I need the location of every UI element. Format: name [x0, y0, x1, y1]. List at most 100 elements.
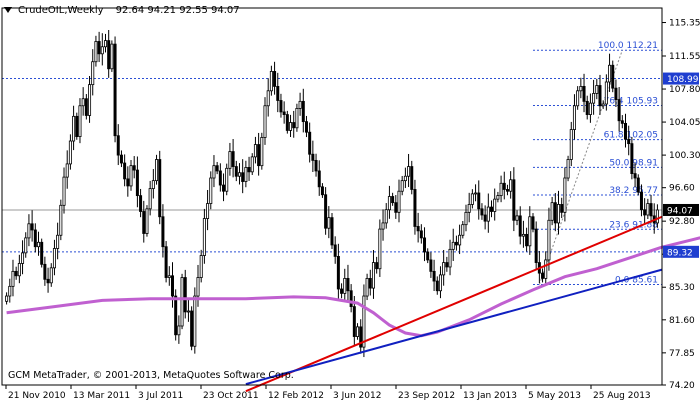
candle-body [253, 144, 257, 158]
candle-body [595, 85, 599, 94]
candle-body [75, 115, 79, 138]
candle-body [116, 135, 120, 156]
candle-body [340, 288, 344, 294]
candle-body [553, 202, 557, 224]
x-tick-label: 25 Aug 2013 [593, 391, 651, 401]
x-tick-label: 12 Feb 2012 [268, 391, 324, 401]
candle-body [301, 100, 305, 123]
copyright-notice: GCM MetaTrader, © 2001-2013, MetaQuotes … [8, 370, 294, 381]
candle-body [27, 223, 31, 239]
candle-body [330, 217, 334, 246]
candle-body [356, 326, 360, 337]
candle-body [269, 71, 273, 92]
candle-body [241, 172, 245, 182]
candle-body [572, 105, 576, 130]
candle-body [180, 277, 184, 327]
candle-body [234, 166, 238, 177]
candle-body [598, 85, 602, 107]
candle-body [311, 153, 315, 161]
candle-body [72, 115, 76, 142]
candle-body [499, 182, 503, 197]
candle-body [416, 226, 420, 232]
candle-body [282, 111, 286, 115]
candle-body [8, 285, 12, 297]
candle-body [174, 295, 178, 336]
candle-body [608, 64, 612, 83]
candle-body [139, 195, 143, 212]
candle-body [448, 248, 452, 268]
red-trendline[interactable] [245, 215, 663, 393]
candle-body [528, 216, 532, 247]
candle-body [423, 237, 427, 253]
candle-body [592, 93, 596, 104]
candle-body [604, 81, 608, 105]
candle-body [550, 202, 554, 221]
candle-body [91, 61, 95, 86]
x-tick-label: 3 Jul 2011 [138, 391, 183, 401]
candle-body [292, 122, 296, 129]
price-tag-bg [663, 72, 699, 85]
candle-body [145, 208, 149, 234]
candle-body [384, 209, 388, 224]
candle-body [257, 144, 261, 167]
candle-body [445, 262, 449, 268]
candle-body [186, 310, 190, 313]
candle-body [541, 272, 545, 279]
candle-body [560, 204, 564, 213]
candle-body [655, 209, 659, 224]
candle-body [403, 175, 407, 182]
candle-body [46, 278, 50, 284]
candle-body [477, 192, 481, 210]
candle-body [502, 182, 506, 190]
candle-body [438, 274, 442, 292]
candle-body [633, 173, 637, 179]
candle-body [107, 40, 111, 70]
x-tick-label: 23 Oct 2011 [203, 391, 259, 401]
y-tick-label: 100.30 [669, 151, 700, 161]
x-tick-label: 23 Sep 2012 [398, 391, 455, 401]
candle-body [155, 159, 159, 182]
candle-body [643, 209, 647, 216]
candle-body [132, 165, 136, 171]
candle-body [244, 167, 248, 182]
candle-body [467, 204, 471, 213]
candle-body [314, 159, 318, 172]
candle-body [349, 290, 353, 308]
candle-body [569, 129, 573, 160]
candle-body [68, 140, 72, 165]
candle-body [639, 191, 643, 211]
candle-body [11, 270, 15, 287]
candle-body [308, 131, 312, 155]
candle-body [620, 120, 624, 124]
candle-body [30, 223, 34, 231]
candle-body [458, 234, 462, 246]
candle-body [352, 306, 356, 337]
fib-level-label: 50.0 98.91 [609, 158, 658, 168]
candle-body [14, 270, 18, 277]
y-tick-label: 104.05 [669, 118, 700, 128]
y-tick-label: 81.60 [669, 316, 695, 326]
candle-body [576, 90, 580, 107]
y-tick-label: 77.85 [669, 349, 695, 359]
candle-body [119, 154, 123, 164]
candle-body [279, 100, 283, 113]
blue-trendline[interactable] [245, 268, 663, 386]
candle-body [400, 180, 404, 192]
candle-body [129, 165, 133, 187]
candle-body [474, 192, 478, 195]
dropdown-triangle-icon[interactable] [4, 7, 12, 13]
candle-body [228, 151, 232, 169]
candle-body [222, 184, 226, 192]
candle-body [579, 85, 583, 92]
candle-body [59, 204, 63, 236]
candle-body [617, 99, 621, 122]
candle-body [557, 204, 561, 224]
candle-body [84, 98, 88, 116]
candle-body [461, 224, 465, 236]
candle-body [518, 215, 522, 237]
trendlines[interactable] [245, 215, 663, 393]
candle-body [52, 248, 56, 269]
candle-body [496, 195, 500, 200]
